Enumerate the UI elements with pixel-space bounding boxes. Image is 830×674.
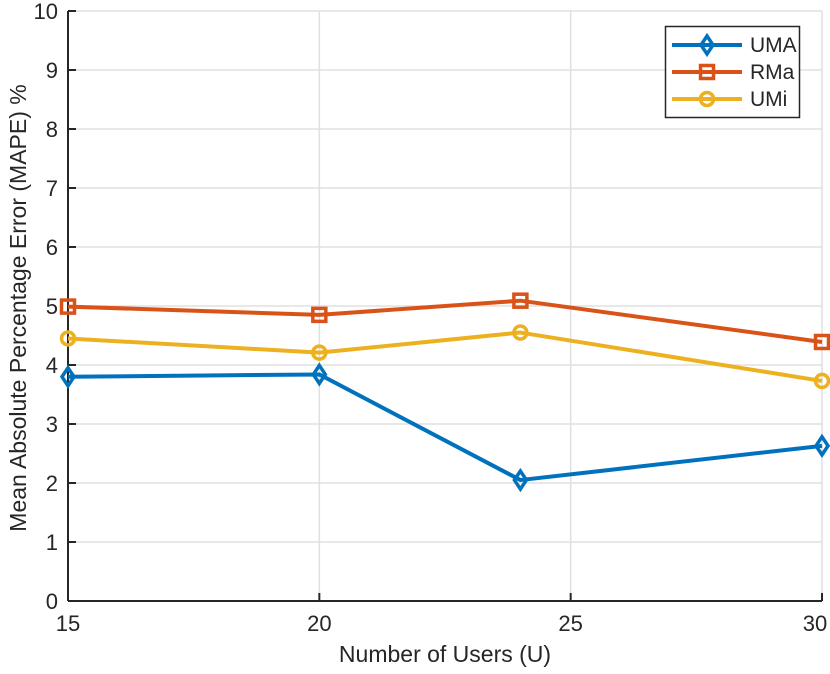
- series-umi: [59, 324, 830, 390]
- x-tick-label: 25: [558, 611, 582, 636]
- legend-item-rma: RMa: [672, 61, 795, 84]
- y-tick-label: 5: [46, 294, 58, 319]
- series-umi-circle-marker: [813, 372, 830, 390]
- legend-label: UMi: [750, 88, 787, 111]
- series-rma-line: [67, 298, 823, 344]
- y-tick-label: 0: [46, 589, 58, 614]
- legend-diamond-marker: [698, 32, 716, 58]
- x-tick-label: 20: [307, 611, 331, 636]
- series-rma-square-marker: [813, 333, 830, 351]
- y-tick-label: 8: [46, 117, 58, 142]
- x-tick-label: 30: [803, 611, 827, 636]
- series-rma-square-marker: [59, 298, 77, 315]
- series-umi-circle-marker: [311, 344, 328, 361]
- series-uma-line: [67, 372, 823, 483]
- legend: UMA RMa UMi: [664, 25, 801, 119]
- y-axis-label: Mean Absolute Percentage Error (MAPE) %: [5, 84, 31, 531]
- legend-item-uma: UMA: [672, 32, 797, 58]
- y-tick-label: 4: [46, 353, 58, 378]
- legend-label: UMA: [750, 34, 797, 57]
- y-tick-label: 1: [46, 530, 58, 555]
- series-uma-diamond-marker: [813, 433, 830, 458]
- series-uma-diamond-marker: [512, 467, 529, 493]
- series-umi-circle-marker: [59, 330, 77, 347]
- y-tick-label: 3: [46, 412, 58, 437]
- series-uma-diamond-marker: [59, 364, 77, 389]
- legend-circle-marker: [698, 90, 716, 108]
- series-umi-circle-marker: [512, 324, 529, 341]
- legend-item-umi: UMi: [672, 88, 787, 111]
- series-uma: [59, 362, 830, 493]
- series-rma-square-marker: [311, 306, 328, 324]
- series-umi-line: [67, 330, 823, 383]
- series-uma-diamond-marker: [311, 362, 328, 387]
- x-axis-label: Number of Users (U): [339, 641, 551, 667]
- legend-square-marker: [698, 63, 716, 81]
- y-tick-label: 7: [46, 176, 58, 201]
- y-tick-label: 10: [34, 0, 58, 24]
- y-tick-label: 9: [46, 58, 58, 83]
- plot-area: 0 1 2 3 4 5 6 7 8 9 10 15 20 25 30: [34, 0, 830, 636]
- x-tick-label: 15: [56, 611, 80, 636]
- y-tick-label: 2: [46, 471, 58, 496]
- legend-label: RMa: [750, 61, 795, 84]
- y-tick-label: 6: [46, 235, 58, 260]
- series-rma-square-marker: [512, 292, 529, 309]
- series-rma: [59, 292, 830, 351]
